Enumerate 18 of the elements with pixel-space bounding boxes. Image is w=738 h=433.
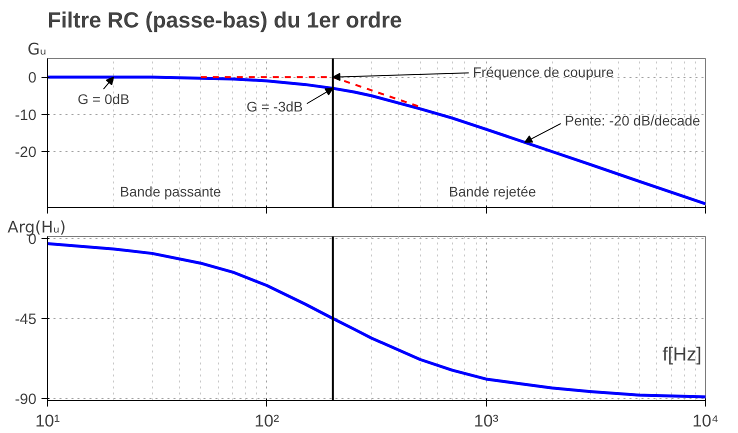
chart-title: Filtre RC (passe-bas) du 1er ordre xyxy=(48,8,402,32)
annotation: Pente: -20 dB/decade xyxy=(564,112,700,128)
y-tick-label: -45 xyxy=(14,311,37,328)
y-tick-label: -90 xyxy=(14,391,37,408)
x-tick-label: 10³ xyxy=(474,412,499,430)
annotation: Bande passante xyxy=(120,184,222,200)
annotation: Fréquence de coupure xyxy=(472,64,614,80)
annotation: Bande rejetée xyxy=(448,184,536,200)
annotation: G = -3dB xyxy=(246,98,303,114)
y-tick-label: -20 xyxy=(14,144,37,162)
x-tick-label: 10⁴ xyxy=(692,412,719,430)
x-axis-title: f[Hz] xyxy=(662,344,702,366)
y-tick-label: -10 xyxy=(14,106,37,124)
y-axis-title: Gᵤ xyxy=(28,40,46,58)
x-tick-label: 10² xyxy=(254,412,280,430)
x-tick-label: 10¹ xyxy=(35,412,60,430)
y-tick-label: 0 xyxy=(28,70,36,87)
annotation: G = 0dB xyxy=(78,91,130,108)
